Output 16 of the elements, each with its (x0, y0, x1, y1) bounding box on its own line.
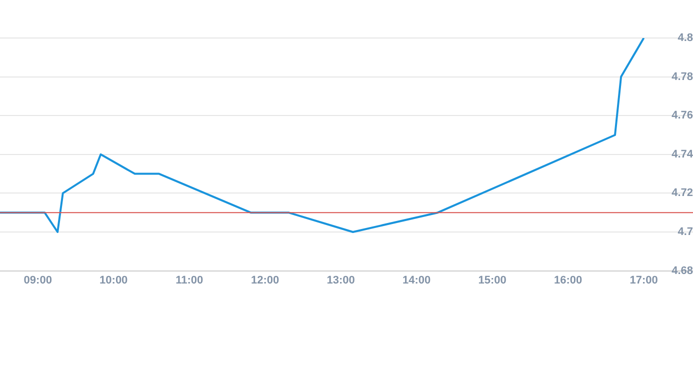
y-tick-label: 4.74 (672, 148, 693, 160)
y-tick-label: 4.7 (678, 226, 693, 238)
x-tick-label: 09:00 (24, 274, 52, 286)
y-tick-label: 4.76 (672, 110, 693, 122)
y-tick-label: 4.72 (672, 187, 693, 200)
x-tick-label: 10:00 (100, 274, 128, 286)
x-tick-label: 15:00 (478, 274, 506, 286)
x-tick-label: 17:00 (630, 274, 658, 286)
y-tick-label: 4.68 (672, 264, 693, 277)
x-tick-label: 12:00 (251, 274, 280, 286)
y-tick-label: 4.8 (678, 32, 693, 44)
y-tick-label: 4.78 (672, 70, 693, 83)
x-tick-label: 14:00 (402, 274, 431, 286)
x-tick-label: 13:00 (326, 274, 355, 286)
x-tick-label: 11:00 (176, 274, 204, 286)
x-tick-label: 16:00 (554, 274, 582, 286)
